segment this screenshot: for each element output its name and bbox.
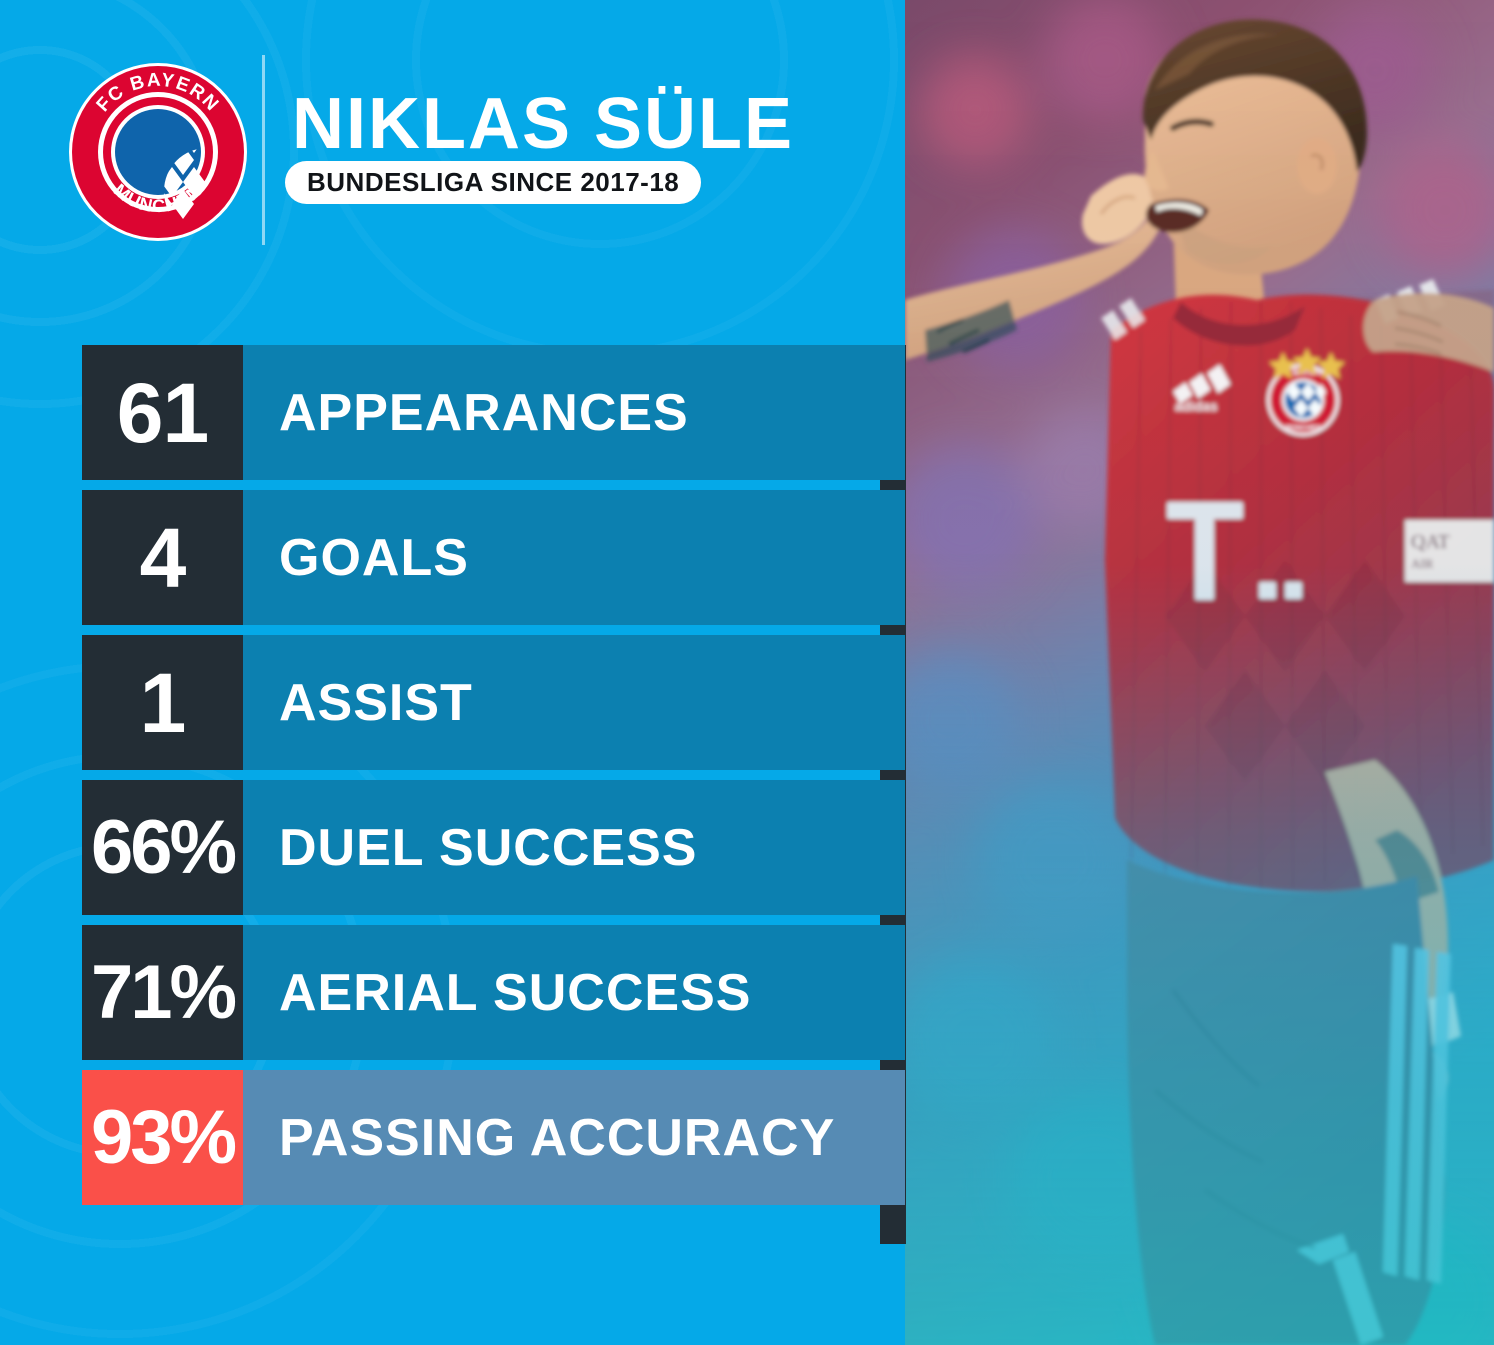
stat-label-bar: PASSING ACCURACY [243, 1070, 905, 1205]
stat-label: APPEARANCES [279, 383, 689, 442]
competition-badge-label: BUNDESLIGA SINCE 2017-18 [307, 167, 680, 197]
stat-value-box: 4 [82, 490, 243, 625]
stat-value-box: 66% [82, 780, 243, 915]
stat-row: 1 ASSIST [82, 635, 905, 770]
stat-row: 71% AERIAL SUCCESS [82, 925, 905, 1060]
stat-label-bar: APPEARANCES [243, 345, 905, 480]
stat-value: 71% [90, 949, 237, 1035]
fc-bayern-crest-icon: FC BAYERN MÜNCHEN [68, 62, 248, 242]
stat-label-bar: ASSIST [243, 635, 905, 770]
player-photo: adidas FC BAYERN MÜNCHEN [905, 0, 1494, 1345]
competition-badge: BUNDESLIGA SINCE 2017-18 [285, 161, 702, 204]
stat-value-box: 71% [82, 925, 243, 1060]
stat-value-box: 93% [82, 1070, 243, 1205]
stat-row: 66% DUEL SUCCESS [82, 780, 905, 915]
stat-value-box: 61 [82, 345, 243, 480]
stat-label-bar: DUEL SUCCESS [243, 780, 905, 915]
stat-value: 93% [90, 1094, 237, 1180]
stat-label: AERIAL SUCCESS [279, 963, 752, 1022]
stat-value-box: 1 [82, 635, 243, 770]
stat-value: 66% [90, 804, 237, 890]
stat-value: 4 [139, 510, 187, 605]
header: FC BAYERN MÜNCHEN NIKLAS SÜLE BUNDESLIGA… [0, 0, 905, 300]
stat-row: 4 GOALS [82, 490, 905, 625]
stat-label: PASSING ACCURACY [279, 1108, 836, 1167]
stat-label: ASSIST [279, 673, 473, 732]
header-divider [262, 55, 265, 245]
stat-value: 1 [139, 655, 187, 750]
page-title: NIKLAS SÜLE [292, 84, 795, 164]
stat-row: 93% PASSING ACCURACY [82, 1070, 905, 1205]
stat-label-bar: AERIAL SUCCESS [243, 925, 905, 1060]
stat-label: DUEL SUCCESS [279, 818, 698, 877]
stat-label: GOALS [279, 528, 469, 587]
stat-value: 61 [116, 365, 209, 460]
stat-label-bar: GOALS [243, 490, 905, 625]
stat-row: 61 APPEARANCES [82, 345, 905, 480]
stats-list: 61 APPEARANCES 4 GOALS 1 ASSIST 66% DUEL SUCCES… [82, 345, 905, 1205]
